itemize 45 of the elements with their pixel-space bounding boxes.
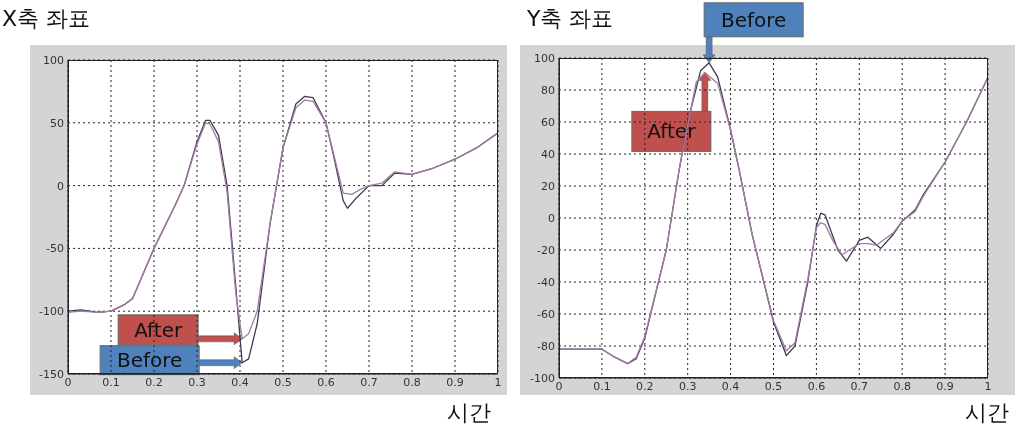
- x-tick-label: 0.3: [188, 375, 206, 389]
- x-tick-label: 0.5: [274, 375, 292, 389]
- annotation: After: [134, 317, 183, 342]
- x-tick-label: 0.6: [807, 379, 826, 393]
- x-tick-label: 0.6: [317, 375, 335, 389]
- x-tick-label: 0.4: [231, 375, 249, 389]
- y-tick-label: -50: [46, 242, 64, 256]
- y-tick-label: -40: [537, 275, 555, 289]
- y-tick-label: 20: [541, 179, 555, 193]
- y-tick-label: -80: [537, 339, 555, 353]
- x-tick-label: 0.9: [446, 375, 464, 389]
- x-tick-label: 0.2: [636, 379, 654, 393]
- x-tick-label: 0.7: [360, 375, 378, 389]
- chart-title: Y축 좌표: [527, 5, 614, 33]
- chart-title: X축 좌표: [2, 5, 91, 33]
- y-tick-label: 0: [548, 211, 555, 225]
- y-tick-label: -150: [39, 367, 64, 381]
- x-tick-label: 0.1: [102, 375, 120, 389]
- y-tick-label: -100: [530, 371, 555, 385]
- x-tick-label: 0.8: [403, 375, 421, 389]
- x-tick-label: 0.7: [850, 379, 869, 393]
- x-tick-label: 0.2: [145, 375, 163, 389]
- x-tick-label: 1: [984, 379, 992, 393]
- x-tick-label: 0.4: [721, 379, 740, 393]
- x-tick-label: 0.1: [593, 379, 611, 393]
- y-tick-label: 0: [57, 179, 64, 193]
- y-tick-label: 60: [541, 115, 555, 129]
- annotation: After: [647, 119, 697, 144]
- y-tick-label: -20: [537, 243, 555, 257]
- y-tick-label: 40: [541, 147, 555, 161]
- x-axis-title: 시간: [965, 399, 1009, 427]
- y-tick-label: 100: [43, 53, 64, 67]
- x-tick-label: 0.5: [764, 379, 783, 393]
- y-tick-label: 80: [541, 83, 555, 97]
- y-tick-label: 100: [534, 51, 555, 65]
- x-axis-title: 시간: [447, 399, 491, 427]
- annotation: Before: [116, 348, 183, 373]
- y-tick-label: 50: [50, 116, 64, 130]
- x-tick-label: 1: [494, 375, 502, 389]
- x-tick-label: 0.3: [678, 379, 697, 393]
- y-tick-label: -60: [537, 307, 555, 321]
- x-tick-label: 0.9: [936, 379, 954, 393]
- y-tick-label: -100: [39, 305, 64, 319]
- x-tick-label: 0.8: [893, 379, 911, 393]
- annotation: Before: [720, 7, 787, 32]
